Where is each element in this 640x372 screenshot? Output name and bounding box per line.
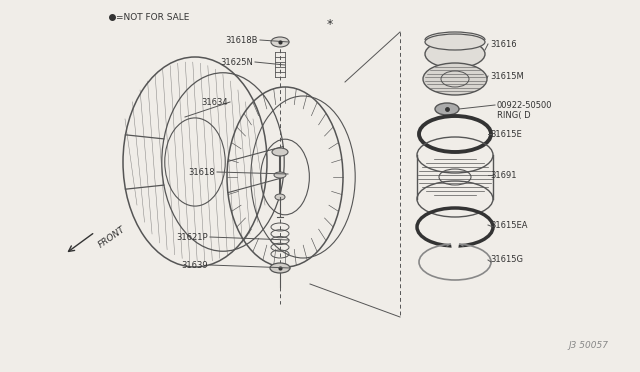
Text: =NOT FOR SALE: =NOT FOR SALE — [116, 13, 189, 22]
Ellipse shape — [272, 148, 288, 156]
Wedge shape — [449, 222, 461, 262]
Text: 31615EA: 31615EA — [490, 221, 527, 230]
Ellipse shape — [423, 63, 487, 95]
Text: 31621P: 31621P — [177, 232, 208, 241]
Text: RING( D: RING( D — [497, 110, 531, 119]
Text: 31625N: 31625N — [220, 58, 253, 67]
Text: 31634: 31634 — [202, 97, 228, 106]
Text: 31615G: 31615G — [490, 256, 523, 264]
Ellipse shape — [435, 103, 459, 115]
Ellipse shape — [425, 40, 485, 68]
Text: 31615M: 31615M — [490, 71, 524, 80]
Ellipse shape — [275, 194, 285, 200]
Ellipse shape — [271, 37, 289, 47]
Text: FRONT: FRONT — [97, 224, 127, 250]
Text: *: * — [327, 17, 333, 31]
Text: 31691: 31691 — [490, 170, 516, 180]
Text: J3 50057: J3 50057 — [568, 341, 608, 350]
Ellipse shape — [270, 263, 290, 273]
Text: 31618B: 31618B — [225, 35, 258, 45]
Text: 31639: 31639 — [181, 260, 208, 269]
Ellipse shape — [274, 172, 286, 178]
Text: 00922-50500: 00922-50500 — [497, 100, 552, 109]
Text: 31616: 31616 — [490, 39, 516, 48]
Text: 31615E: 31615E — [490, 129, 522, 138]
Text: 31618: 31618 — [188, 167, 215, 176]
Ellipse shape — [425, 34, 485, 50]
